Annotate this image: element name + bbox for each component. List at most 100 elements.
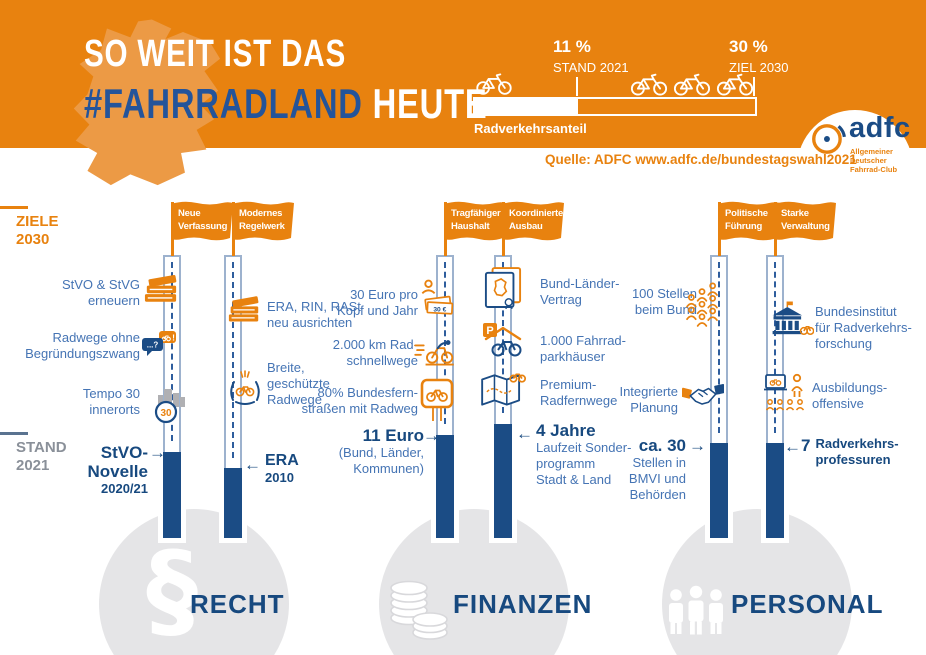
guidelines-books-icon	[228, 296, 259, 322]
arrow-right-icon: →	[149, 443, 166, 462]
thermometer-fill	[494, 423, 512, 538]
gauge-current-group: 11 % STAND 2021	[553, 37, 629, 75]
status-stvo-novelle: StVO- Novelle 2020/21	[87, 443, 148, 496]
gauge-current-value: 11 %	[553, 37, 591, 56]
route-map-icon	[481, 373, 526, 406]
adfc-subtitle: Allgemeiner Deutscher Fahrrad-Club	[850, 147, 898, 174]
gauge-goal-group: 30 % ZIEL 2030	[729, 37, 789, 75]
adfc-ring-icon	[812, 124, 846, 154]
svg-text:...?: ...?	[147, 341, 159, 350]
ziele-axis-line	[0, 206, 28, 209]
page-title-line2: #FAHRRADLAND HEUTE	[84, 80, 488, 128]
goal-flag-koordinierter-ausbau: Koordinierter Ausbau	[501, 201, 567, 242]
svg-text:30: 30	[160, 408, 172, 419]
treaty-document-icon	[484, 267, 522, 309]
arrow-left-icon: ←	[516, 424, 533, 443]
goal-ausbildungsoffensive: Ausbildungs-offensive	[812, 380, 888, 411]
fast-cyclist-icon	[414, 340, 454, 366]
law-books-icon	[144, 274, 177, 302]
svg-text:30 €: 30 €	[433, 306, 446, 313]
flag-shape	[502, 201, 564, 241]
thermometer-dash-line	[502, 262, 504, 414]
ziele-2030-label: ZIELE 2030	[16, 213, 59, 248]
goal-flag-neue-verfassung: Neue Verfassung	[170, 201, 234, 242]
status-4-jahre: 4 Jahre Laufzeit Sonder- programm Stadt …	[536, 421, 632, 487]
thermometer-dash-line	[718, 262, 720, 433]
flag-shape	[774, 201, 836, 241]
thermometer-dash-line	[232, 262, 234, 458]
money-per-capita-icon: 30 €	[421, 279, 454, 315]
goal-geschuetzte-radwege: Breite, geschützte Radwege	[267, 360, 330, 407]
goal-stvo-stvg: StVO & StVG erneuern	[61, 277, 140, 308]
thermometer-fill	[163, 451, 181, 538]
goal-tempo-30: Tempo 30 innerorts	[82, 386, 140, 417]
people-icon	[669, 585, 723, 635]
gauge-goal-caption: ZIEL 2030	[729, 60, 789, 75]
thermometer-fill	[436, 434, 454, 538]
adfc-brand-text: adfc	[849, 112, 911, 144]
bicycle-icon	[673, 73, 711, 96]
goal-radwege-ohne-begruendungszwang: Radwege ohne Begründungszwang	[25, 330, 140, 361]
gauge-bar	[473, 97, 757, 116]
status-era-2010: ERA 2010	[265, 452, 299, 485]
category-circle-recht	[99, 509, 289, 655]
arrow-right-icon: →	[423, 426, 440, 445]
gauge-current-caption: STAND 2021	[553, 60, 629, 75]
goal-bundesinstitut-radverkehrsforschung: Bundesinstitut für Radverkehrs-forschung	[815, 304, 912, 351]
handshake-icon	[682, 384, 724, 405]
institute-building-icon	[772, 301, 814, 336]
category-label-personal: PERSONAL	[731, 589, 884, 619]
arrow-left-icon: ←	[784, 437, 801, 456]
arrow-right-icon: →	[689, 436, 706, 455]
status-ca-30-stellen: ca. 30 Stellen in BMVI und Behörden	[628, 436, 686, 502]
svg-text:!: !	[172, 333, 175, 343]
stand-2021-label: STAND 2021	[16, 439, 67, 474]
bike-road-sign-icon	[420, 378, 454, 421]
bike-parking-icon: P	[483, 323, 522, 357]
staff-group-icon	[686, 282, 718, 327]
goal-flag-tragfaehiger-haushalt: Tragfähiger Haushalt	[443, 201, 507, 242]
goal-flag-starke-verwaltung: Starke Verwaltung	[773, 201, 837, 242]
gauge-tick-goal	[753, 77, 755, 96]
source-line: Quelle: ADFC www.adfc.de/bundestagswahl2…	[545, 152, 857, 167]
goal-radschnellwege: 2.000 km Rad-schnellwege	[332, 337, 418, 368]
gauge-tick-current	[576, 77, 578, 96]
arrow-left-icon: ←	[244, 455, 261, 474]
page-title-line1: SO WEIT IST DAS	[84, 33, 347, 75]
germany-map-icon	[73, 19, 221, 186]
training-icon	[764, 373, 805, 411]
thermometer-fill	[710, 443, 728, 538]
thermometer-personal-1	[710, 255, 728, 538]
status-7-professuren: 7 Radverkehrs- professuren	[801, 436, 899, 467]
goal-flag-modernes-regelwerk: Modernes Regelwerk	[231, 201, 295, 242]
goal-integrierte-planung: Integrierte Planung	[619, 384, 678, 415]
goal-30-euro-pro-kopf: 30 Euro pro Kopf und Jahr	[337, 287, 418, 318]
goal-100-stellen-bund: 100 Stellen beim Bund	[631, 286, 697, 317]
paragraph-icon: §	[146, 529, 198, 651]
flag-shape	[444, 201, 506, 241]
coins-icon	[390, 580, 448, 640]
bicycle-icon	[716, 73, 754, 96]
thermometer-dash-line	[171, 262, 173, 442]
goal-era-rin-rast: ERA, RIN, RASt neu ausrichten	[267, 299, 361, 330]
svg-text:P: P	[486, 325, 493, 337]
thermometer-fill	[224, 468, 242, 538]
goal-bund-laender-vertrag: Bund-Länder- Vertrag	[540, 276, 620, 307]
stand-axis-line	[0, 432, 28, 435]
protected-bikelane-icon	[230, 370, 260, 405]
goal-bundesfernstrassen-radweg: 80% Bundesfern-straßen mit Radweg	[301, 385, 418, 416]
tempo-30-icon: 30	[154, 389, 185, 424]
flag-shape	[171, 201, 233, 241]
category-label-recht: RECHT	[190, 589, 285, 619]
thermometer-dash-line	[774, 262, 776, 433]
gauge-fill	[475, 99, 578, 114]
bicycle-icon	[476, 73, 512, 95]
gauge-goal-value: 30 %	[729, 37, 768, 56]
thermometer-recht-2	[224, 255, 242, 538]
gauge-bar-label: Radverkehrsanteil	[474, 121, 587, 136]
speech-bubbles-icon: ! ...?	[142, 331, 176, 356]
bicycle-trio-icons	[629, 71, 755, 96]
thermometer-fill	[766, 443, 784, 538]
status-11-euro: 11 Euro (Bund, Länder, Kommunen)	[338, 426, 424, 476]
